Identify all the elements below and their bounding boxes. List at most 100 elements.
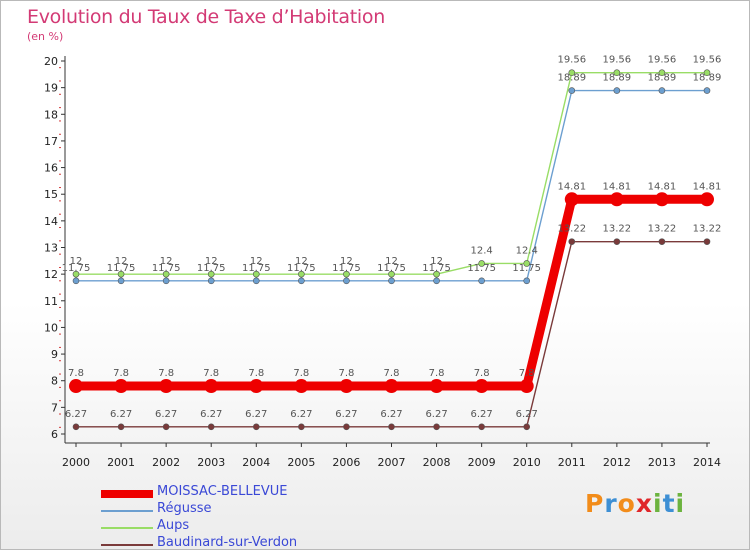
data-label: 11.75 [242,263,271,274]
data-point [433,423,440,431]
logo-letter: t [662,489,676,518]
data-point [252,423,260,431]
data-label: 6.27 [110,409,132,420]
data-point [207,277,215,285]
chart-title: Evolution du Taux de Taxe d’Habitation [27,6,385,28]
logo-letter: o [617,489,636,518]
data-point [117,423,125,431]
logo-letter: x [635,489,653,518]
x-tick-label: 2008 [423,456,451,469]
legend-label: MOISSAC-BELLEVUE [157,484,288,499]
y-tick-label: 10 [44,321,58,334]
data-label: 14.81 [648,181,677,192]
data-label: 7.8 [429,368,445,379]
data-label: 18.89 [557,73,586,84]
data-label: 13.22 [557,224,586,235]
data-label: 11.75 [377,263,406,274]
data-label: 12 [295,256,308,267]
data-point [207,423,215,431]
proxiti-logo: Proxiti [585,489,685,518]
data-point [478,260,485,267]
x-tick-label: 2007 [378,456,406,469]
data-label: 6.27 [200,409,222,420]
x-tick-label: 2002 [152,456,180,469]
y-tick-label: 20 [44,55,58,68]
data-point [703,87,711,94]
data-point [162,277,170,285]
data-label: 7.8 [158,368,174,379]
data-label: 6.27 [516,409,538,420]
data-point [69,379,83,394]
data-point [343,277,350,285]
data-label: 11.75 [287,263,316,274]
data-point [339,379,354,394]
logo-letter: i [653,489,663,518]
data-point [564,192,579,207]
x-tick-label: 2014 [693,456,721,469]
y-tick-label: 9 [51,348,58,361]
y-tick-label: 15 [44,188,58,201]
data-point [117,270,125,278]
data-label: 12 [430,256,443,267]
data-point [117,277,125,285]
data-point [568,238,576,245]
y-tick-label: 12 [44,268,58,281]
x-tick-label: 2009 [468,456,496,469]
data-label: 11.75 [197,263,226,274]
y-tick-label: 14 [44,215,58,228]
data-label: 19.56 [603,55,632,66]
data-label: 14.81 [603,181,632,192]
data-label: 6.27 [335,409,357,420]
data-label: 19.56 [693,55,722,66]
data-point [252,270,260,278]
series-line [76,72,707,275]
data-label: 11.75 [332,263,361,274]
data-label: 19.56 [557,55,586,66]
logo-letter: i [675,489,686,518]
data-point [609,192,624,207]
data-point [474,379,489,394]
data-label: 18.89 [693,73,722,84]
data-point [433,277,440,285]
data-point [343,270,350,278]
y-tick-label: 7 [51,401,58,414]
data-label: 13.22 [648,224,677,235]
data-label: 6.27 [290,409,312,420]
data-point [429,379,444,394]
data-label: 6.27 [245,409,267,420]
data-label: 12 [115,256,128,267]
x-tick-label: 2011 [558,456,586,469]
data-label: 13.22 [693,224,722,235]
y-tick-label: 18 [44,108,58,121]
legend-swatch [101,544,153,546]
data-point [114,379,129,394]
data-label: 7.8 [293,368,309,379]
data-point [162,423,170,431]
data-point [613,238,621,245]
data-point [384,379,399,394]
data-point [388,277,395,285]
legend-label: Régusse [157,501,212,516]
data-point [658,69,666,77]
data-label: 6.27 [65,409,87,420]
data-label: 19.56 [648,55,677,66]
data-label: 7.8 [474,368,490,379]
y-tick-label: 8 [51,375,58,388]
data-label: 7.8 [248,368,264,379]
data-point [568,69,576,77]
data-point [658,238,666,245]
data-point [207,270,215,278]
data-point [568,87,576,94]
data-point [613,87,621,94]
data-label: 14.81 [557,181,586,192]
data-label: 7.8 [384,368,400,379]
data-point [72,270,80,278]
y-tick-label: 19 [44,82,58,95]
data-point [703,238,711,245]
data-point [343,423,350,431]
y-tick-label: 13 [44,242,58,255]
data-point [249,379,264,394]
data-point [613,69,621,77]
data-point [523,260,531,267]
chart-unit-label: (en %) [27,30,64,43]
